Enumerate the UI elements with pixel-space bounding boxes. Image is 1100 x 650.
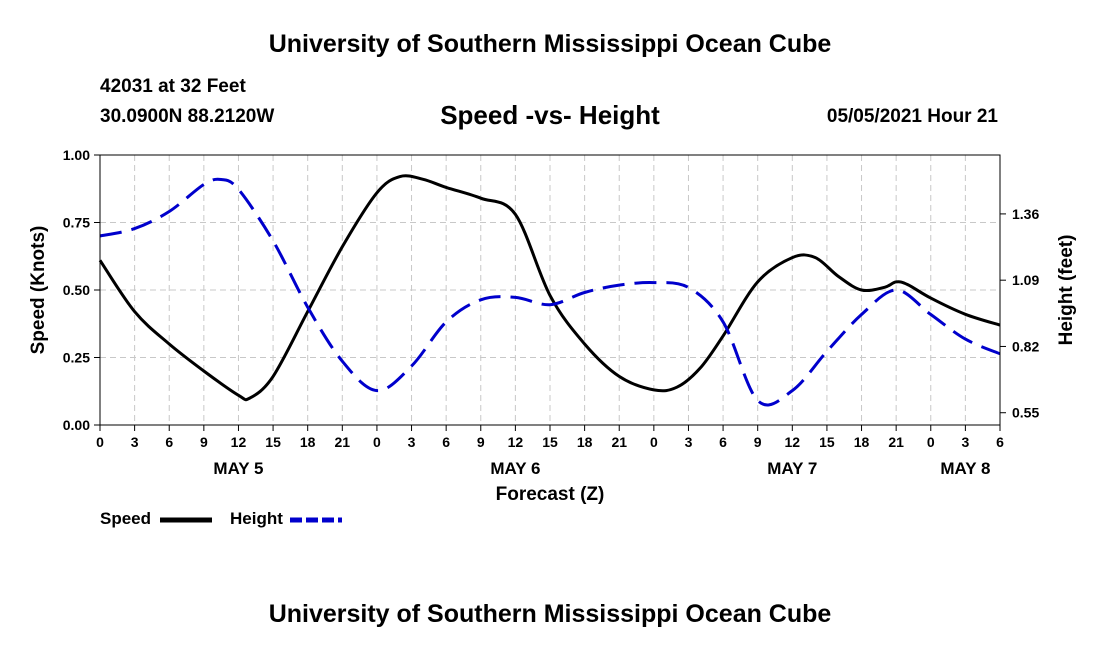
x-tick-label: 0: [650, 434, 658, 450]
day-label: MAY 8: [940, 459, 990, 478]
footer-title: University of Southern Mississippi Ocean…: [268, 600, 832, 628]
x-tick-label: 3: [961, 434, 969, 450]
page-title: University of Southern Mississippi Ocean…: [268, 30, 832, 58]
x-tick-label: 0: [96, 434, 104, 450]
x-tick-label: 21: [335, 434, 351, 450]
day-label: MAY 5: [213, 459, 263, 478]
series-layer: [98, 174, 1001, 407]
x-tick-label: 3: [685, 434, 693, 450]
y2-axis-label: Height (feet): [1056, 235, 1077, 346]
x-tick-label: 0: [373, 434, 381, 450]
y2-tick-label: 1.36: [1012, 206, 1039, 222]
y-tick-label: 0.50: [63, 282, 90, 298]
x-tick-label: 21: [888, 434, 904, 450]
x-tick-label: 18: [300, 434, 316, 450]
legend-speed-label: Speed: [100, 509, 152, 528]
x-tick-label: 6: [719, 434, 727, 450]
x-tick-label: 3: [131, 434, 139, 450]
x-tick-label: 15: [542, 434, 558, 450]
x-tick-label: 18: [577, 434, 593, 450]
x-tick-label: 9: [200, 434, 208, 450]
datetime-label: 05/05/2021 Hour 21: [826, 106, 998, 127]
x-tick-label: 9: [477, 434, 485, 450]
day-label: MAY 7: [767, 459, 817, 478]
x-tick-label: 9: [754, 434, 762, 450]
coordinates-label: 30.0900N 88.2120W: [100, 106, 275, 127]
tick-layer: 0 3 6 9 12 15 18 21 0 3 6 9 12 15 18 21 0 3 6 9 12 15 18 21 0 3 6M…: [63, 147, 1040, 478]
y2-tick-label: 1.09: [1012, 272, 1039, 288]
x-tick-label: 0: [927, 434, 935, 450]
x-tick-label: 15: [265, 434, 281, 450]
y2-tick-label: 0.55: [1012, 405, 1039, 421]
x-tick-label: 15: [819, 434, 835, 450]
x-axis-label: Forecast (Z): [496, 484, 605, 505]
x-tick-label: 6: [996, 434, 1004, 450]
series-line-height: [99, 177, 1001, 407]
y2-tick-label: 0.82: [1012, 338, 1039, 354]
legend-height-label: Height: [230, 509, 283, 528]
y-tick-label: 0.75: [63, 215, 90, 231]
day-label: MAY 6: [490, 459, 540, 478]
grid-layer: [100, 155, 1000, 425]
x-tick-label: 12: [508, 434, 524, 450]
y-tick-label: 0.00: [63, 417, 90, 433]
x-tick-label: 6: [165, 434, 173, 450]
chart-title: Speed -vs- Height: [440, 100, 660, 130]
y-tick-label: 1.00: [63, 147, 90, 163]
y-tick-label: 0.25: [63, 350, 90, 366]
x-tick-label: 18: [854, 434, 870, 450]
x-tick-label: 3: [408, 434, 416, 450]
x-tick-label: 21: [611, 434, 627, 450]
y-axis-label: Speed (Knots): [28, 226, 49, 355]
x-tick-label: 12: [231, 434, 247, 450]
x-tick-label: 12: [785, 434, 801, 450]
station-label: 42031 at 32 Feet: [100, 76, 246, 97]
x-tick-label: 6: [442, 434, 450, 450]
series-line-speed: [98, 174, 1001, 402]
